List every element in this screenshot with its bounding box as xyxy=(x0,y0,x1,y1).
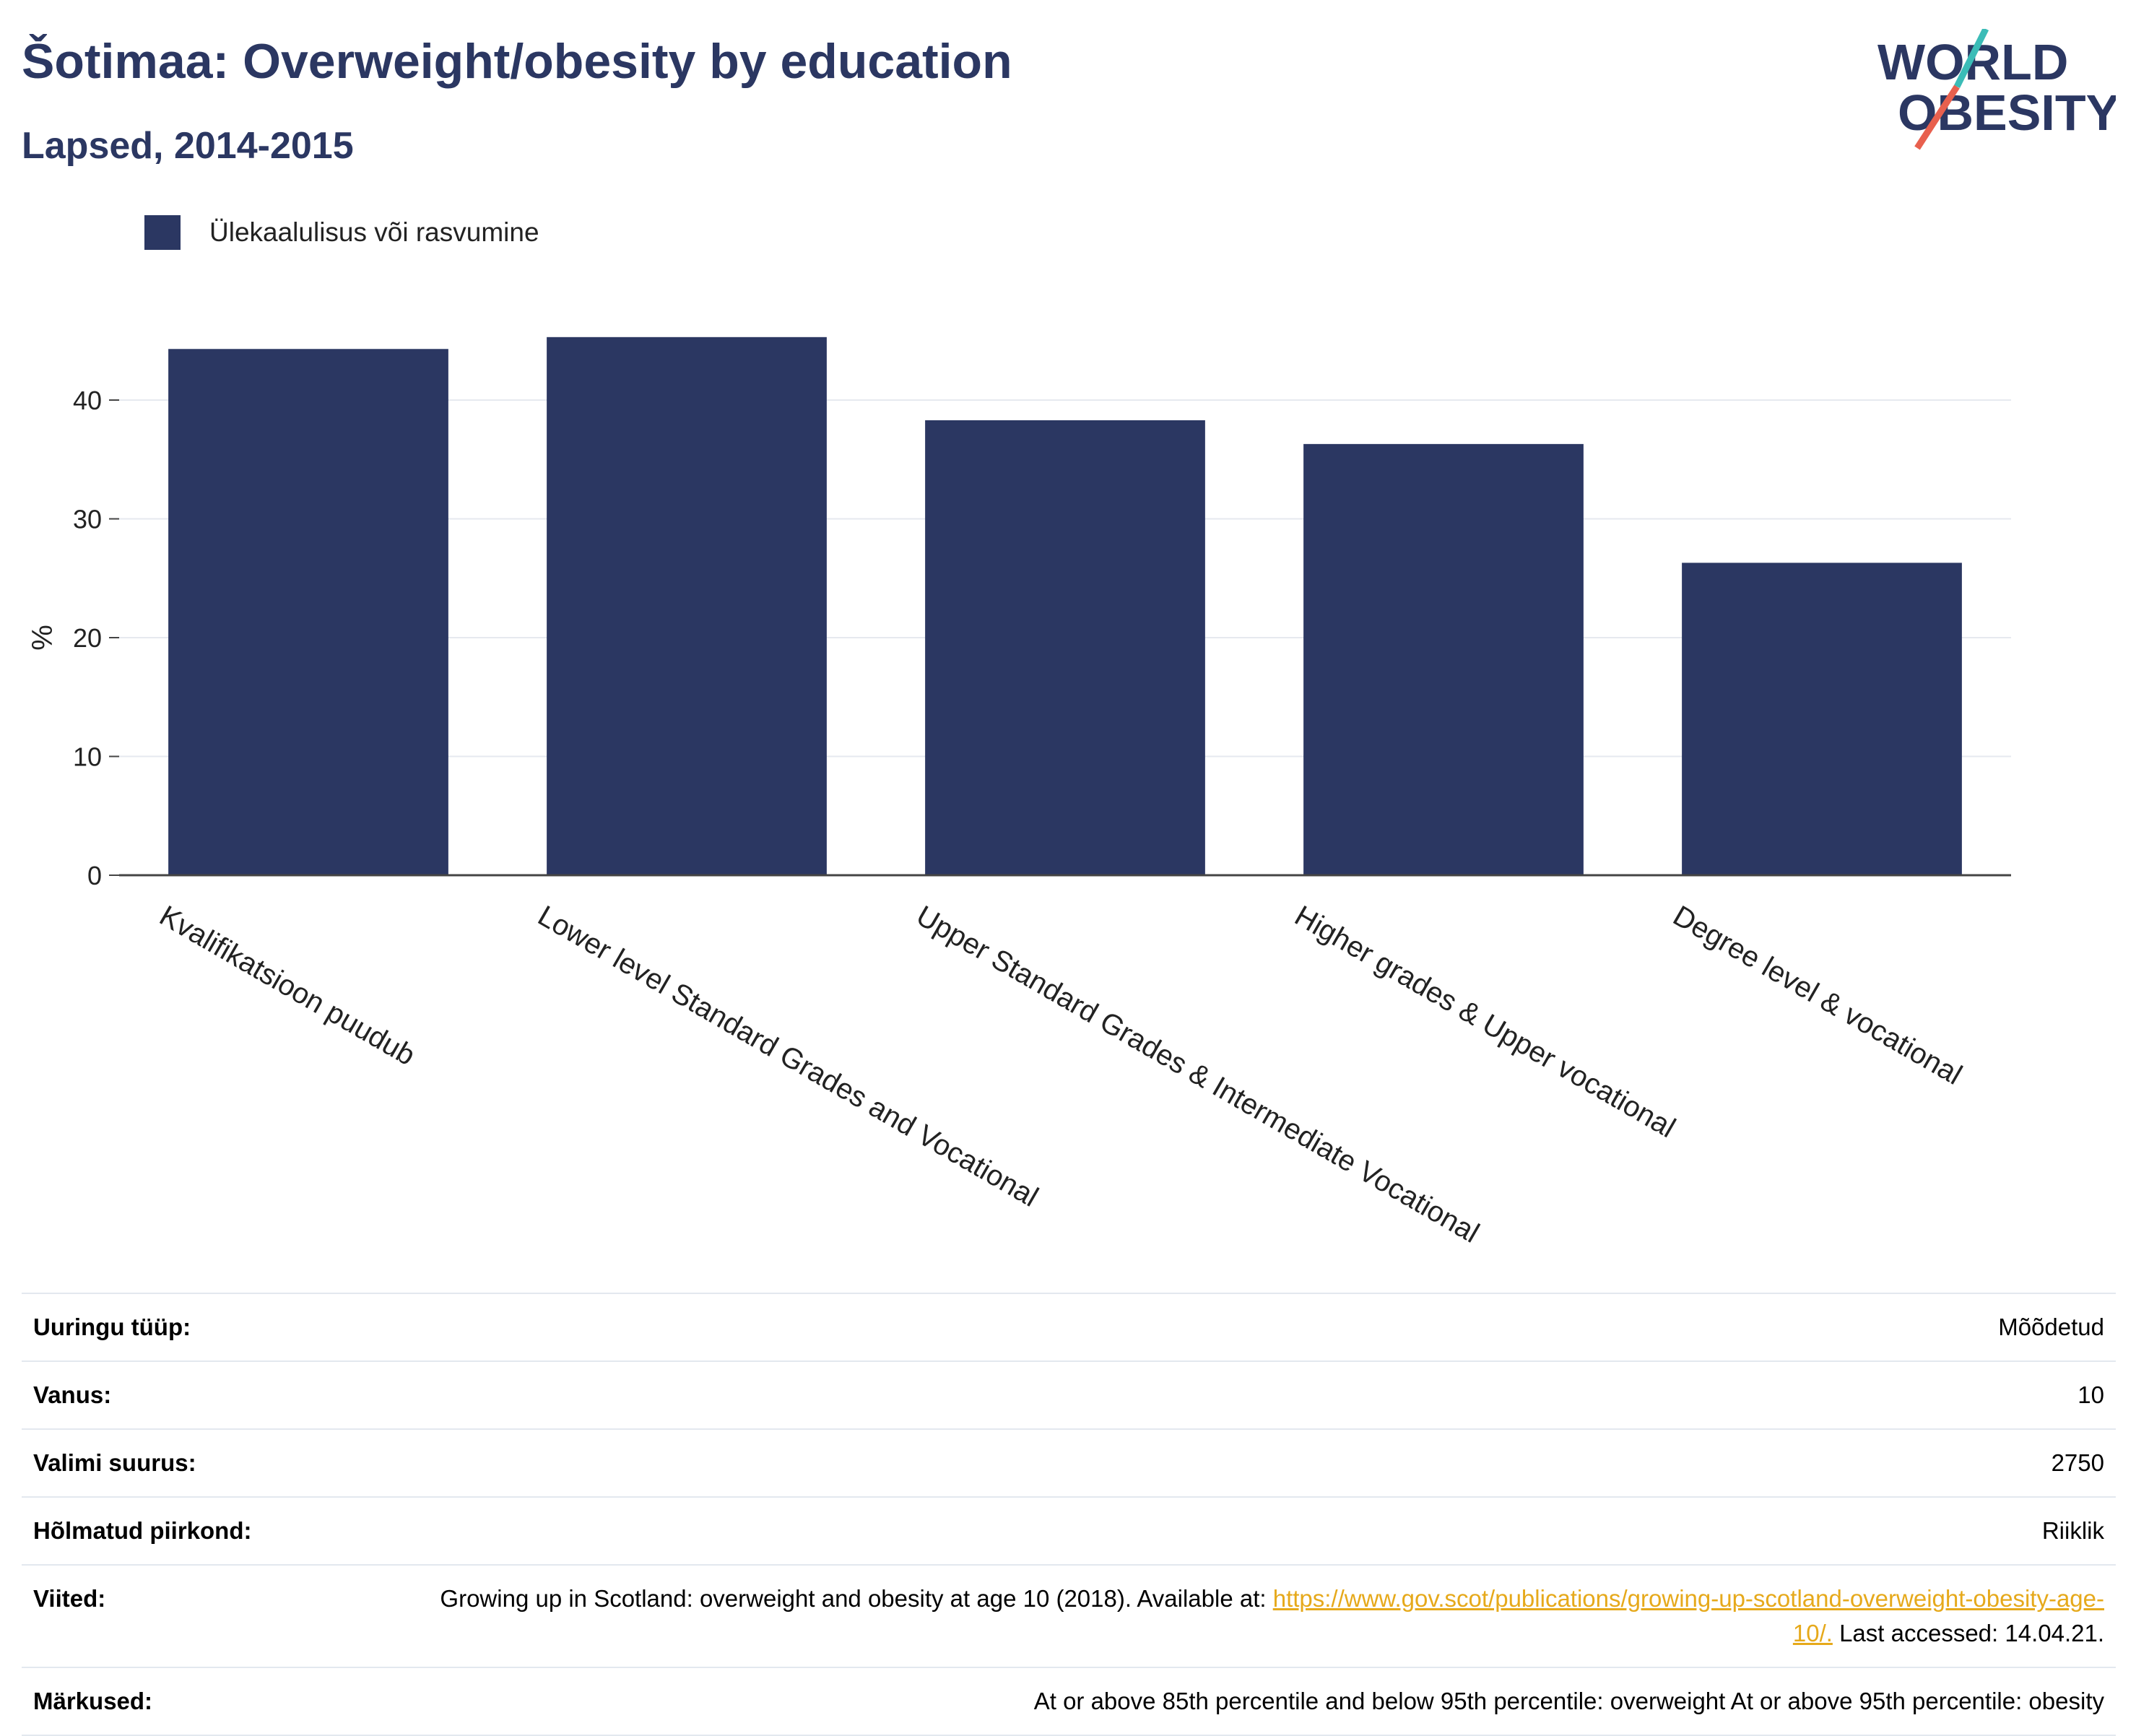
chart-subtitle: Lapsed, 2014-2015 xyxy=(22,125,354,167)
info-value: 2750 xyxy=(2051,1449,2104,1476)
legend-label: Ülekaalulisus või rasvumine xyxy=(209,217,539,247)
info-key: Hõlmatud piirkond: xyxy=(33,1517,252,1544)
legend: Ülekaalulisus või rasvumine xyxy=(144,215,539,250)
info-row: Vanus: 10 xyxy=(22,1361,2116,1429)
info-row: Hõlmatud piirkond: Riiklik xyxy=(22,1497,2116,1565)
bar xyxy=(1682,563,1962,875)
info-row: Uuringu tüüp: Mõõdetud xyxy=(22,1293,2116,1361)
info-key: Märkused: xyxy=(33,1688,153,1714)
reference-link[interactable]: https://www.gov.scot/publications/growin… xyxy=(1272,1585,2104,1646)
y-tick-label: 30 xyxy=(73,505,102,534)
info-value: Growing up in Scotland: overweight and o… xyxy=(406,1565,2116,1667)
info-row: Viited: Growing up in Scotland: overweigh… xyxy=(22,1565,2116,1667)
bar xyxy=(1303,443,1584,875)
y-tick-label: 20 xyxy=(73,623,102,653)
info-key: Vanus: xyxy=(33,1381,112,1408)
y-tick-label: 40 xyxy=(73,386,102,415)
x-tick-label: Kvalifikatsioon puudub xyxy=(155,900,421,1072)
bar xyxy=(925,420,1205,875)
reference-text: Growing up in Scotland: overweight and o… xyxy=(440,1585,1273,1612)
y-tick-label: 0 xyxy=(87,861,102,890)
bar xyxy=(168,349,448,875)
info-key: Uuringu tüüp: xyxy=(33,1314,191,1340)
info-table: Uuringu tüüp: Mõõdetud Vanus: 10 Valimi suur… xyxy=(22,1293,2116,1736)
info-key: Viited: xyxy=(33,1585,106,1612)
y-tick-label: 10 xyxy=(73,742,102,772)
chart-title: Šotimaa: Overweight/obesity by education xyxy=(22,34,1012,89)
info-row: Valimi suurus: 2750 xyxy=(22,1429,2116,1497)
info-value: Riiklik xyxy=(2041,1517,2104,1544)
info-key: Valimi suurus: xyxy=(33,1449,196,1476)
info-row: Märkused: At or above 85th percentile and… xyxy=(22,1667,2116,1735)
bar xyxy=(547,337,827,875)
logo-line-1: WORLD xyxy=(1877,34,2068,90)
info-value: Mõõdetud xyxy=(1998,1314,2104,1340)
logo-slash-teal xyxy=(1953,29,1989,89)
world-obesity-logo: WORLD OBESITY xyxy=(1877,29,2116,150)
info-value: 10 xyxy=(2078,1381,2104,1408)
reference-accessed: Last accessed: 14.04.21. xyxy=(1832,1620,2104,1646)
x-tick-label: Upper Standard Grades & Intermediate Voc… xyxy=(911,900,1485,1249)
logo-slash-red xyxy=(1914,84,1960,150)
legend-swatch xyxy=(144,215,181,250)
x-tick-label: Higher grades & Upper vocational xyxy=(1290,900,1681,1144)
y-axis-label: % xyxy=(27,625,58,651)
x-tick-label: Degree level & vocational xyxy=(1668,900,1968,1091)
info-value: At or above 85th percentile and below 95… xyxy=(1033,1688,2104,1714)
logo-line-2: OBESITY xyxy=(1898,84,2116,141)
